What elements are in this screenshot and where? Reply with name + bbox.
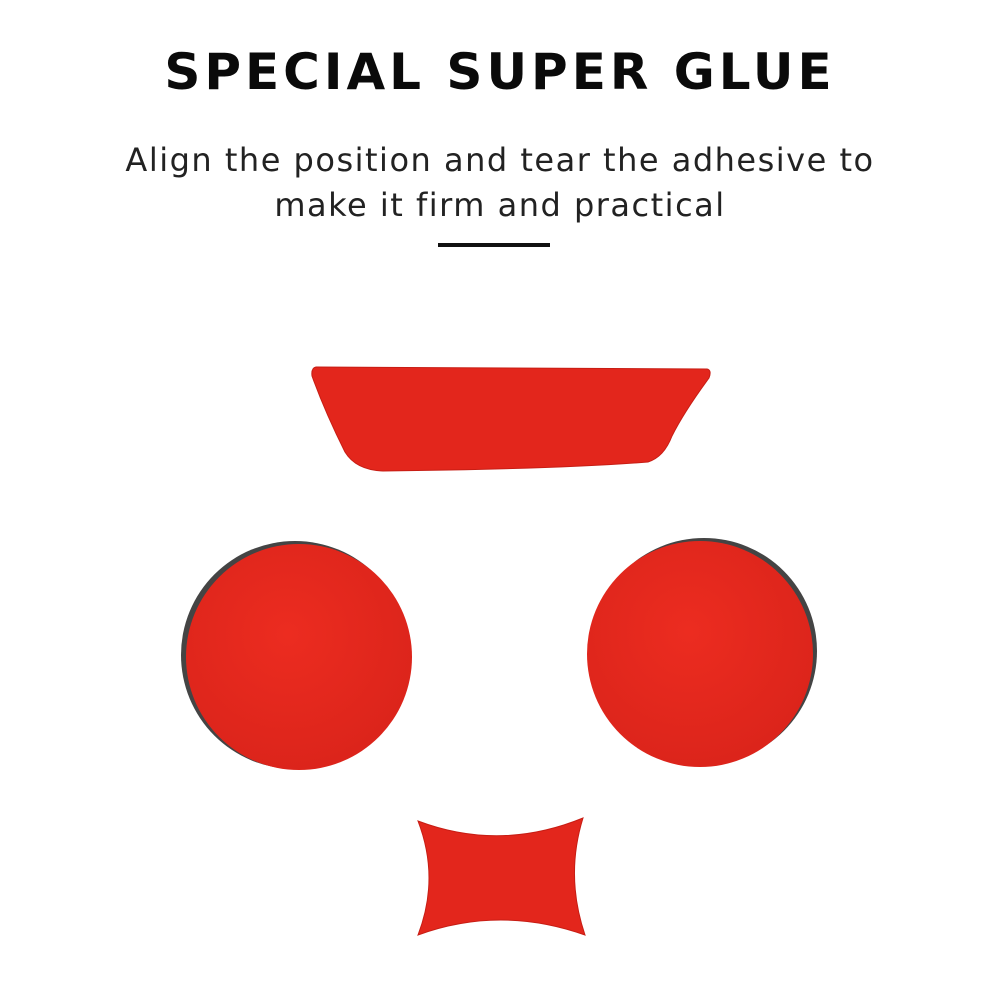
subtitle: Align the position and tear the adhesive…: [0, 138, 1000, 228]
adhesive-strip: [311, 366, 711, 472]
adhesive-circle-left: [181, 541, 412, 770]
title-divider: [438, 243, 550, 247]
page-title: SPECIAL SUPER GLUE: [164, 43, 836, 101]
subtitle-line-1: Align the position and tear the adhesive…: [125, 141, 875, 179]
subtitle-line-2: make it firm and practical: [274, 186, 726, 224]
adhesive-bowtie: [417, 817, 586, 936]
adhesive-circle-right: [587, 538, 817, 767]
